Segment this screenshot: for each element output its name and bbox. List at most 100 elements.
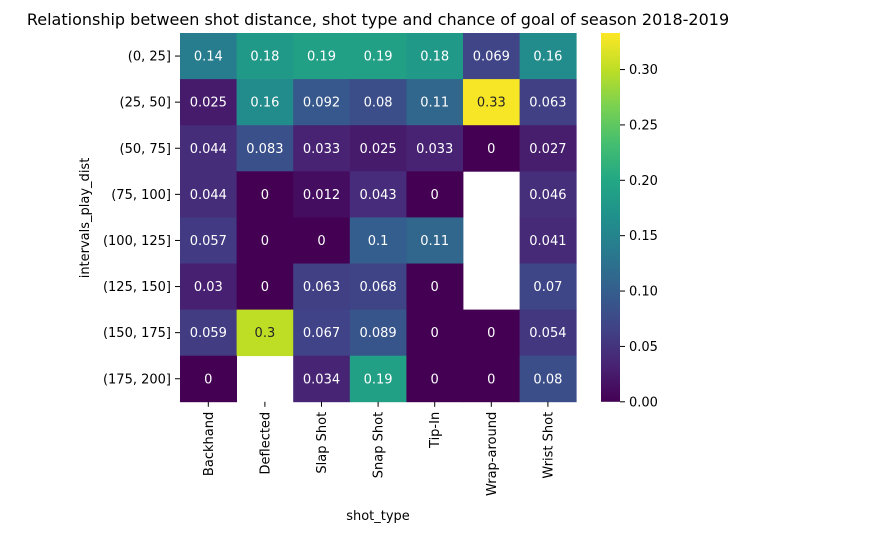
colorbar: 0.00 0.05 0.10 0.15 0.20 0.25 0.30 <box>601 33 658 410</box>
heatmap-cell <box>293 171 351 218</box>
heatmap-cell <box>349 79 407 126</box>
heatmap-cell <box>519 355 577 403</box>
heatmap-cell <box>293 79 351 126</box>
colorbar-tick-label: 0.05 <box>629 340 658 355</box>
cell-value-label: 0.033 <box>416 142 453 157</box>
y-tick-labels: (0, 25] (25, 50] (50, 75] (75, 100] (100, 12… <box>103 50 180 387</box>
heatmap-cell <box>349 217 407 264</box>
heatmap-cell <box>236 309 294 357</box>
heatmap-cell <box>463 79 520 126</box>
x-tick-label: Backhand <box>202 412 217 476</box>
heatmap-cell <box>236 33 294 80</box>
cell-value-label: 0.19 <box>307 50 336 65</box>
cell-value-label: 0.034 <box>303 372 340 387</box>
y-tick-label: (150, 175] <box>103 326 171 341</box>
cell-value-label: 0.11 <box>420 96 449 111</box>
cell-value-label: 0.18 <box>420 50 449 65</box>
cell-value-label: 0.16 <box>533 50 562 65</box>
colorbar-tick-label: 0.20 <box>629 174 658 189</box>
heatmap-cell <box>349 171 407 218</box>
cell-value-label: 0.044 <box>190 142 227 157</box>
cell-value-label: 0 <box>317 234 325 249</box>
cell-value-label: 0.069 <box>473 50 510 65</box>
cell-value-label: 0.083 <box>246 142 283 157</box>
cell-value-label: 0.043 <box>359 188 396 203</box>
cell-value-label: 0.03 <box>194 280 223 295</box>
x-tick-label: Deflected <box>258 412 273 475</box>
cell-value-label: 0.11 <box>420 234 449 249</box>
heatmap-cell <box>463 125 520 172</box>
heatmap-cell <box>463 309 520 357</box>
y-tick-label: (0, 25] <box>128 50 171 65</box>
cell-value-label: 0.025 <box>359 142 396 157</box>
heatmap-cell <box>236 79 294 126</box>
y-tick-label: (125, 150] <box>103 280 171 295</box>
cell-value-label: 0.063 <box>303 280 340 295</box>
cell-value-label: 0 <box>431 326 439 341</box>
heatmap-cell <box>180 355 237 403</box>
heatmap-cell <box>293 355 351 403</box>
cell-value-label: 0.057 <box>190 234 227 249</box>
cell-value-label: 0.18 <box>250 50 279 65</box>
y-tick-label: (50, 75] <box>120 142 172 157</box>
heatmap-cell <box>180 33 237 80</box>
heatmap-cell <box>349 33 407 80</box>
y-tick-label: (100, 125] <box>103 234 171 249</box>
y-tick-label: (175, 200] <box>103 372 171 387</box>
heatmap-cells: 0.14 0.18 0.19 0.19 0.18 0.069 0.16 0.025 0.16 0.… <box>180 33 577 403</box>
cell-value-label: 0 <box>487 326 495 341</box>
colorbar-tick-label: 0.30 <box>629 63 658 78</box>
heatmap-cell <box>180 309 237 357</box>
colorbar-tick-label: 0.00 <box>629 395 658 410</box>
cell-value-label: 0.025 <box>190 96 227 111</box>
x-axis-label: shot_type <box>346 509 410 524</box>
heatmap-cell <box>236 217 294 264</box>
cell-value-label: 0.07 <box>533 280 562 295</box>
cell-value-label: 0.16 <box>250 96 279 111</box>
x-tick-label: Slap Shot <box>315 412 330 474</box>
heatmap-cell <box>293 217 351 264</box>
cell-value-label: 0.044 <box>190 188 227 203</box>
cell-value-label: 0.063 <box>529 96 566 111</box>
heatmap-cell <box>406 79 464 126</box>
heatmap-cell <box>463 33 520 80</box>
cell-value-label: 0.33 <box>477 96 506 111</box>
cell-value-label: 0.059 <box>190 326 227 341</box>
heatmap-cell <box>406 309 464 357</box>
cell-value-label: 0.067 <box>303 326 340 341</box>
cell-value-label: 0.1 <box>368 234 389 249</box>
heatmap-cell <box>293 125 351 172</box>
cell-value-label: 0.092 <box>303 96 340 111</box>
chart-title: Relationship between shot distance, shot… <box>27 10 729 29</box>
cell-value-label: 0.08 <box>364 96 393 111</box>
heatmap-cell <box>180 79 237 126</box>
cell-value-label: 0.19 <box>364 50 393 65</box>
y-axis-label: intervals_play_dist <box>78 158 93 279</box>
cell-value-label: 0.041 <box>529 234 566 249</box>
heatmap-cell <box>236 171 294 218</box>
heatmap-cell <box>406 263 464 310</box>
heatmap-cell <box>406 125 464 172</box>
x-tick-label: Tip-In <box>428 412 443 449</box>
cell-value-label: 0 <box>431 188 439 203</box>
heatmap-cell <box>293 33 351 80</box>
cell-value-label: 0 <box>261 234 269 249</box>
heatmap-cell <box>293 309 351 357</box>
cell-value-label: 0.033 <box>303 142 340 157</box>
cell-value-label: 0.3 <box>255 326 276 341</box>
cell-value-label: 0.08 <box>533 372 562 387</box>
x-tick-label: Snap Shot <box>372 412 387 478</box>
colorbar-tick-label: 0.15 <box>629 229 658 244</box>
cell-value-label: 0 <box>261 280 269 295</box>
heatmap-cell <box>519 263 577 310</box>
cell-value-label: 0.046 <box>529 188 566 203</box>
heatmap-cell <box>349 355 407 403</box>
heatmap-cell <box>293 263 351 310</box>
cell-value-label: 0.027 <box>529 142 566 157</box>
x-tick-labels: Backhand Deflected Slap Shot Snap Shot Tip-I… <box>202 401 556 496</box>
heatmap-cell <box>463 355 520 403</box>
cell-value-label: 0.012 <box>303 188 340 203</box>
cell-value-label: 0.089 <box>359 326 396 341</box>
heatmap-cell <box>236 263 294 310</box>
